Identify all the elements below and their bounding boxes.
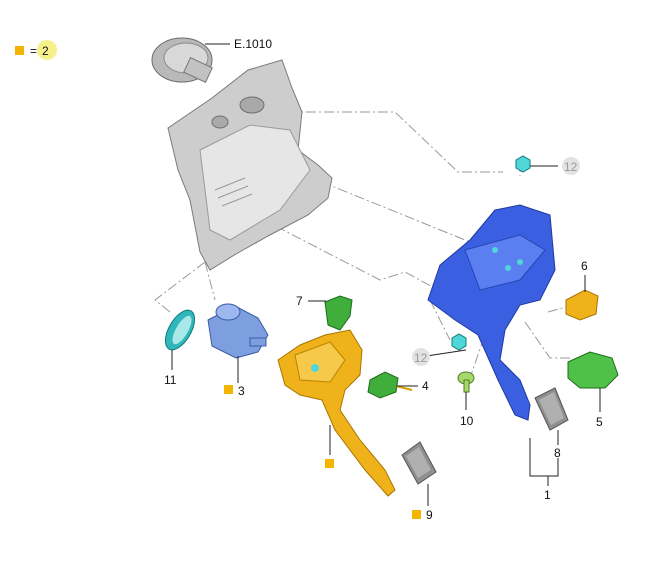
brake-servo [151,37,213,83]
legend-equals: = [30,44,37,58]
callout-8: 8 [554,446,561,460]
switch-6 [565,289,599,321]
callout-12-lower: 12 [414,351,428,365]
quantity-legend: = 2 [15,40,57,60]
clutch-pedal-pad [401,441,437,485]
callout-11: 11 [164,373,177,387]
legend-qty: 2 [42,44,49,58]
switch-4 [367,371,413,399]
callout-3: 3 [238,384,245,398]
assembly-line [429,299,451,341]
bulkhead-panel [167,59,333,271]
callout-12-top: 12 [564,160,578,174]
legend-marker-square [15,46,24,55]
pedal-qty-marker [325,459,334,468]
callout-12-top-bubble [562,157,580,175]
assembly-line [259,217,439,291]
assembly-line [154,261,206,313]
callout-1: 1 [544,488,551,502]
callout-e1010: E.1010 [234,37,272,51]
callout-12-lower-bubble [412,348,430,366]
assembly-line [270,111,503,173]
callout-3-marker [224,385,233,394]
switch-7 [324,295,353,331]
callout-10: 10 [460,414,474,428]
brake-pedal-pad [534,387,569,431]
legend-qty-highlight [37,40,57,60]
leader-lines [171,43,601,506]
clutch-master-sensor [207,303,269,359]
bolt-10 [457,371,475,393]
callout-7: 7 [296,294,303,308]
nut-12-lower [451,333,467,351]
callout-9-marker [412,510,421,519]
clutch-pedal-assembly [277,329,396,497]
cyan-seal-ring [164,309,196,351]
assembly-line [524,321,570,359]
pedal-box-bracket [427,204,556,421]
assembly-line [204,261,216,301]
callout-5: 5 [596,415,603,429]
callout-9: 9 [426,508,433,522]
callout-4: 4 [422,379,429,393]
callout-6: 6 [581,259,588,273]
nut-12-top [515,155,531,173]
switch-5 [567,351,619,389]
